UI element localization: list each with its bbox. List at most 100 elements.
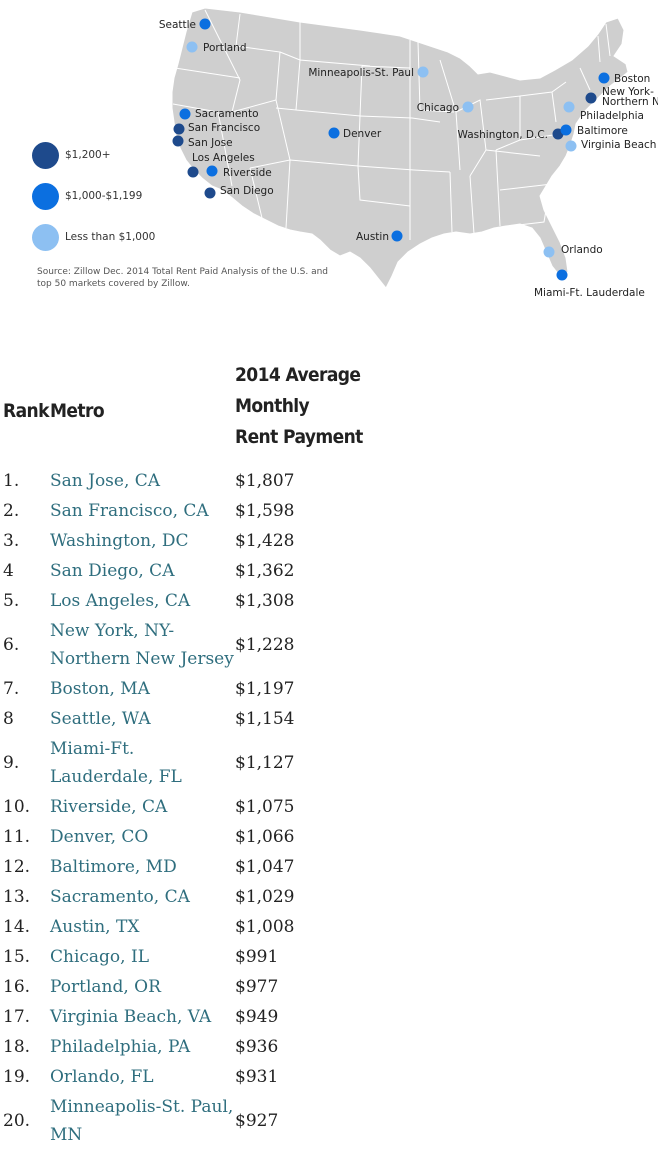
- metro-cell[interactable]: Philadelphia, PA: [50, 1032, 235, 1062]
- city-dot: [566, 141, 577, 152]
- rank-cell: 15.: [0, 942, 50, 972]
- legend-swatch: [32, 183, 59, 210]
- payment-cell: $1,807: [235, 461, 363, 496]
- payment-cell: $1,029: [235, 882, 363, 912]
- city-label: Virginia Beach: [581, 139, 656, 151]
- city-label: Philadelphia: [580, 110, 644, 122]
- city-marker: San Francisco: [174, 122, 261, 135]
- metro-cell[interactable]: Denver, CO: [50, 822, 235, 852]
- legend-label: Less than $1,000: [65, 231, 155, 243]
- header-rank: Rank: [0, 360, 50, 461]
- rank-cell: 4: [0, 556, 50, 586]
- city-marker: Baltimore: [561, 125, 628, 138]
- city-label: Austin: [356, 231, 389, 243]
- table-row: 7.Boston, MA$1,197: [0, 674, 363, 704]
- city-dot: [557, 270, 568, 281]
- city-marker: Virginia Beach: [566, 139, 657, 152]
- city-label: Minneapolis-St. Paul: [308, 67, 414, 79]
- payment-cell: $1,154: [235, 704, 363, 734]
- rank-cell: 16.: [0, 972, 50, 1002]
- city-label: Seattle: [159, 19, 196, 31]
- city-dot: [564, 102, 575, 113]
- table-row: 19.Orlando, FL$931: [0, 1062, 363, 1092]
- rent-ranking-table: Rank Metro 2014 Average Monthly Rent Pay…: [0, 360, 363, 1150]
- city-label: Portland: [203, 42, 247, 54]
- city-label: Boston: [614, 73, 650, 85]
- metro-cell[interactable]: San Francisco, CA: [50, 496, 235, 526]
- table-row: 12.Baltimore, MD$1,047: [0, 852, 363, 882]
- header-payment: 2014 Average Monthly Rent Payment: [235, 360, 363, 461]
- city-dot: [180, 109, 191, 120]
- city-label: San Francisco: [188, 122, 260, 134]
- header-payment-line: Rent Payment: [235, 426, 363, 448]
- table-row: 9.Miami-Ft.Lauderdale, FL$1,127: [0, 734, 363, 792]
- rank-cell: 5.: [0, 586, 50, 616]
- table-row: 5.Los Angeles, CA$1,308: [0, 586, 363, 616]
- city-dot: [586, 93, 597, 104]
- payment-cell: $949: [235, 1002, 363, 1032]
- table-row: 10.Riverside, CA$1,075: [0, 792, 363, 822]
- metro-cell[interactable]: Portland, OR: [50, 972, 235, 1002]
- payment-cell: $927: [235, 1092, 363, 1150]
- table-row: 18.Philadelphia, PA$936: [0, 1032, 363, 1062]
- payment-cell: $936: [235, 1032, 363, 1062]
- city-marker: Seattle: [159, 19, 211, 32]
- source-note: Source: Zillow Dec. 2014 Total Rent Paid…: [37, 266, 337, 290]
- payment-cell: $977: [235, 972, 363, 1002]
- table-row: 16.Portland, OR$977: [0, 972, 363, 1002]
- city-dot: [561, 125, 572, 136]
- table-row: 6.New York, NY-Northern New Jersey$1,228: [0, 616, 363, 674]
- city-label: Orlando: [561, 244, 603, 256]
- metro-cell[interactable]: Minneapolis-St. Paul,MN: [50, 1092, 235, 1150]
- city-label: Washington, D.C.: [458, 129, 548, 141]
- table-row: 13.Sacramento, CA$1,029: [0, 882, 363, 912]
- city-marker: Chicago: [417, 102, 474, 115]
- metro-cell[interactable]: Virginia Beach, VA: [50, 1002, 235, 1032]
- city-dot: [187, 42, 198, 53]
- rank-cell: 14.: [0, 912, 50, 942]
- rank-cell: 3.: [0, 526, 50, 556]
- city-dot: [463, 102, 474, 113]
- metro-cell[interactable]: San Jose, CA: [50, 461, 235, 496]
- metro-cell[interactable]: Sacramento, CA: [50, 882, 235, 912]
- city-label: Chicago: [417, 102, 459, 114]
- metro-cell[interactable]: Orlando, FL: [50, 1062, 235, 1092]
- metro-cell[interactable]: Baltimore, MD: [50, 852, 235, 882]
- metro-cell[interactable]: Chicago, IL: [50, 942, 235, 972]
- metro-cell[interactable]: Los Angeles, CA: [50, 586, 235, 616]
- rank-cell: 13.: [0, 882, 50, 912]
- metro-cell[interactable]: New York, NY-Northern New Jersey: [50, 616, 235, 674]
- table-row: 2.San Francisco, CA$1,598: [0, 496, 363, 526]
- payment-cell: $1,008: [235, 912, 363, 942]
- rank-cell: 9.: [0, 734, 50, 792]
- metro-cell[interactable]: Miami-Ft.Lauderdale, FL: [50, 734, 235, 792]
- rank-cell: 1.: [0, 461, 50, 496]
- city-dot: [174, 124, 185, 135]
- metro-cell[interactable]: Washington, DC: [50, 526, 235, 556]
- city-marker: Miami-Ft. Lauderdale: [534, 270, 645, 300]
- city-marker: Boston: [599, 73, 651, 86]
- city-marker: Orlando: [544, 244, 603, 258]
- payment-cell: $1,047: [235, 852, 363, 882]
- metro-cell[interactable]: Boston, MA: [50, 674, 235, 704]
- payment-cell: $1,598: [235, 496, 363, 526]
- legend-item: $1,200+: [32, 140, 232, 170]
- city-dot: [200, 19, 211, 30]
- city-label: Denver: [343, 128, 382, 140]
- rank-cell: 2.: [0, 496, 50, 526]
- metro-cell[interactable]: Riverside, CA: [50, 792, 235, 822]
- city-marker: Portland: [187, 42, 247, 55]
- rank-cell: 7.: [0, 674, 50, 704]
- rank-cell: 20.: [0, 1092, 50, 1150]
- city-marker: Minneapolis-St. Paul: [308, 67, 428, 80]
- payment-cell: $931: [235, 1062, 363, 1092]
- city-dot: [544, 247, 555, 258]
- header-payment-line: 2014 Average: [235, 364, 360, 386]
- table-row: 15.Chicago, IL$991: [0, 942, 363, 972]
- metro-cell[interactable]: San Diego, CA: [50, 556, 235, 586]
- legend-item: $1,000-$1,199: [32, 181, 232, 211]
- metro-cell[interactable]: Seattle, WA: [50, 704, 235, 734]
- metro-cell[interactable]: Austin, TX: [50, 912, 235, 942]
